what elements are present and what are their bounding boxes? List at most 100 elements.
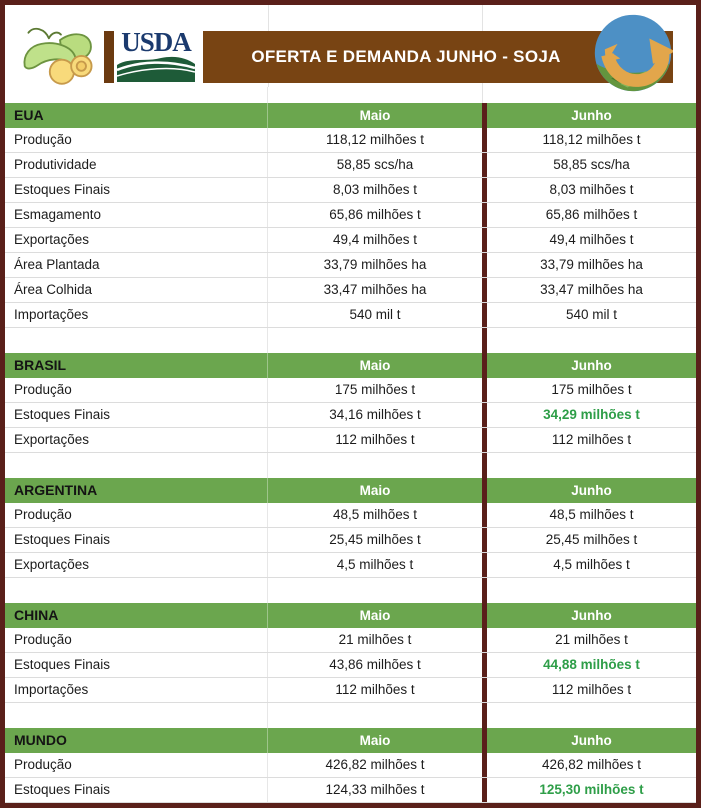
table-row: Produção 118,12 milhões t 118,12 milhões… bbox=[5, 128, 696, 153]
table-row: Produtividade 58,85 scs/ha 58,85 scs/ha bbox=[5, 153, 696, 178]
soybean-icon bbox=[21, 23, 99, 92]
row-label: Área Plantada bbox=[5, 253, 268, 277]
spacer-row bbox=[5, 328, 696, 353]
maio-value: 112 milhões t bbox=[335, 682, 415, 697]
row-label: Esmagamento bbox=[5, 203, 268, 227]
spacer-row bbox=[5, 453, 696, 478]
spacer-cell bbox=[5, 578, 268, 603]
junho-value: 33,47 milhões ha bbox=[482, 278, 696, 302]
page-title: OFERTA E DEMANDA JUNHO - SOJA bbox=[251, 47, 561, 66]
brown-divider-bar bbox=[104, 31, 114, 83]
spacer-cell bbox=[5, 328, 268, 353]
maio-value: 48,5 milhões t bbox=[332, 507, 418, 522]
spacer-row bbox=[5, 703, 696, 728]
row-label: Estoques Finais bbox=[5, 653, 268, 677]
section-title: ARGENTINA bbox=[5, 478, 268, 503]
section-header-brasil: BRASIL Maio Junho bbox=[5, 353, 696, 378]
maio-value: 49,4 milhões t bbox=[332, 232, 418, 247]
maio-value: 33,79 milhões ha bbox=[323, 257, 427, 272]
junho-value: 118,12 milhões t bbox=[482, 128, 696, 152]
section-title: BRASIL bbox=[5, 353, 268, 378]
junho-value: 112 milhões t bbox=[482, 428, 696, 452]
table-row: Estoques Finais 43,86 milhões t 44,88 mi… bbox=[5, 653, 696, 678]
junho-value: 540 mil t bbox=[482, 303, 696, 327]
spacer-cell bbox=[268, 87, 482, 103]
column-header-maio: Maio bbox=[359, 358, 391, 373]
maio-value: 65,86 milhões t bbox=[329, 207, 421, 222]
table-row: Produção 426,82 milhões t 426,82 milhões… bbox=[5, 753, 696, 778]
junho-value: 34,29 milhões t bbox=[482, 403, 696, 427]
row-label: Importações bbox=[5, 303, 268, 327]
junho-value: 112 milhões t bbox=[482, 678, 696, 702]
spacer-cell bbox=[5, 703, 268, 728]
table-row: Estoques Finais 34,16 milhões t 34,29 mi… bbox=[5, 403, 696, 428]
junho-value: 65,86 milhões t bbox=[482, 203, 696, 227]
table-row: Produção 175 milhões t 175 milhões t bbox=[5, 378, 696, 403]
row-label: Estoques Finais bbox=[5, 403, 268, 427]
maio-value: 124,33 milhões t bbox=[325, 782, 425, 797]
row-label: Exportações bbox=[5, 228, 268, 252]
row-label: Produtividade bbox=[5, 153, 268, 177]
junho-value: 21 milhões t bbox=[482, 628, 696, 652]
junho-value: 48,5 milhões t bbox=[482, 503, 696, 527]
spacer-cell bbox=[268, 578, 482, 603]
spacer-cell bbox=[482, 453, 696, 478]
section-header-mundo: MUNDO Maio Junho bbox=[5, 728, 696, 753]
maio-value: 58,85 scs/ha bbox=[336, 157, 414, 172]
spacer-cell bbox=[268, 328, 482, 353]
maio-value: 540 mil t bbox=[349, 307, 401, 322]
spacer-cell bbox=[482, 578, 696, 603]
spacer-cell bbox=[482, 703, 696, 728]
table-row: Exportações 112 milhões t 112 milhões t bbox=[5, 428, 696, 453]
table-row: Estoques Finais 124,33 milhões t 125,30 … bbox=[5, 778, 696, 803]
section-title: CHINA bbox=[5, 603, 268, 628]
table-row: Importações 540 mil t 540 mil t bbox=[5, 303, 696, 328]
section-title: EUA bbox=[5, 103, 268, 128]
spacer-cell bbox=[5, 453, 268, 478]
junho-value: 25,45 milhões t bbox=[482, 528, 696, 552]
table-row: Esmagamento 65,86 milhões t 65,86 milhõe… bbox=[5, 203, 696, 228]
row-label: Produção bbox=[5, 128, 268, 152]
column-header-junho: Junho bbox=[482, 353, 696, 378]
row-label: Estoques Finais bbox=[5, 178, 268, 202]
junho-value: 175 milhões t bbox=[482, 378, 696, 402]
spacer-cell bbox=[268, 703, 482, 728]
table-row: Produção 21 milhões t 21 milhões t bbox=[5, 628, 696, 653]
row-label: Exportações bbox=[5, 553, 268, 577]
junho-value: 4,5 milhões t bbox=[482, 553, 696, 577]
section-header-eua: EUA Maio Junho bbox=[5, 103, 696, 128]
usda-logo-text: USDA bbox=[121, 27, 192, 57]
title-banner: OFERTA E DEMANDA JUNHO - SOJA bbox=[203, 31, 673, 83]
maio-value: 4,5 milhões t bbox=[336, 557, 414, 572]
row-label: Produção bbox=[5, 503, 268, 527]
table-row: Área Plantada 33,79 milhões ha 33,79 mil… bbox=[5, 253, 696, 278]
maio-value: 175 milhões t bbox=[334, 382, 416, 397]
row-label: Produção bbox=[5, 753, 268, 777]
column-header-junho: Junho bbox=[482, 103, 696, 128]
maio-value: 112 milhões t bbox=[335, 432, 415, 447]
usda-field-icon bbox=[116, 56, 196, 82]
spacer-cell bbox=[5, 87, 268, 103]
usda-logo: USDA bbox=[116, 27, 196, 87]
column-header-junho: Junho bbox=[482, 478, 696, 503]
table-row: Exportações 4,5 milhões t 4,5 milhões t bbox=[5, 553, 696, 578]
column-header-maio: Maio bbox=[359, 608, 391, 623]
maio-value: 33,47 milhões ha bbox=[323, 282, 427, 297]
maio-value: 118,12 milhões t bbox=[325, 132, 425, 147]
spacer-cell bbox=[482, 87, 696, 103]
table-row: Produção 48,5 milhões t 48,5 milhões t bbox=[5, 503, 696, 528]
table-row: Exportações 49,4 milhões t 49,4 milhões … bbox=[5, 228, 696, 253]
column-header-maio: Maio bbox=[359, 733, 391, 748]
maio-value: 426,82 milhões t bbox=[325, 757, 425, 772]
junho-value: 58,85 scs/ha bbox=[482, 153, 696, 177]
column-header-maio: Maio bbox=[359, 483, 391, 498]
table-row: Importações 112 milhões t 112 milhões t bbox=[5, 678, 696, 703]
row-label: Exportações bbox=[5, 428, 268, 452]
junho-value: 49,4 milhões t bbox=[482, 228, 696, 252]
spacer-cell bbox=[268, 453, 482, 478]
spacer-row bbox=[5, 578, 696, 603]
maio-value: 43,86 milhões t bbox=[329, 657, 421, 672]
table-row: Estoques Finais 25,45 milhões t 25,45 mi… bbox=[5, 528, 696, 553]
section-header-argentina: ARGENTINA Maio Junho bbox=[5, 478, 696, 503]
